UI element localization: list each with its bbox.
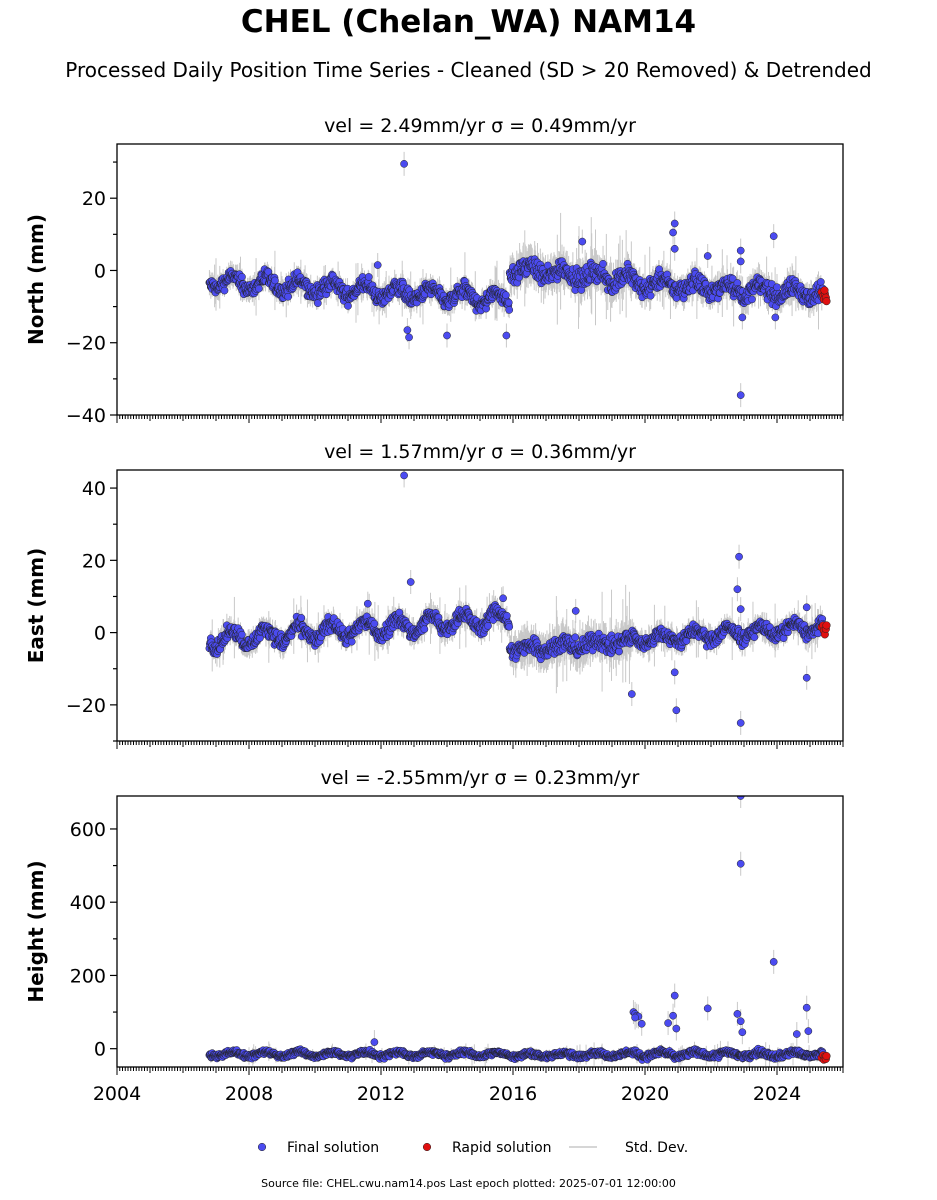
final-point <box>769 232 778 240</box>
final-point <box>297 614 306 622</box>
final-point <box>220 286 229 295</box>
final-point <box>736 246 745 255</box>
stddev-bars <box>208 470 824 735</box>
final-point <box>773 283 781 292</box>
rapid-point <box>822 297 831 306</box>
final-point <box>373 261 382 269</box>
final-point <box>599 259 607 268</box>
y-axis-label: North (mm) <box>24 214 48 345</box>
final-point <box>238 272 246 281</box>
final-point <box>370 619 379 628</box>
final-point <box>736 257 745 266</box>
final-point <box>748 295 756 304</box>
final-point <box>646 291 655 300</box>
final-point <box>255 284 263 293</box>
y-tick-label: 0 <box>94 260 106 282</box>
final-point <box>420 625 429 633</box>
final-point <box>405 333 413 342</box>
final-point <box>503 611 511 620</box>
panel-title: vel = 2.49mm/yr σ = 0.49mm/yr <box>324 115 636 137</box>
rapid-points <box>817 286 831 306</box>
final-point <box>703 252 712 260</box>
final-point <box>284 292 292 301</box>
final-point <box>738 313 747 322</box>
final-point <box>505 306 514 314</box>
final-point <box>443 331 451 340</box>
final-point <box>347 637 356 646</box>
final-point <box>364 273 373 281</box>
north-panel: −40 −20 0 20 vel = 2.49mm/yr σ = 0.49mm/yr No… <box>24 115 844 427</box>
rapid-point <box>820 286 829 295</box>
final-point <box>264 267 273 276</box>
final-point <box>771 313 780 322</box>
final-point <box>670 244 679 253</box>
final-point <box>505 622 514 631</box>
final-point <box>816 278 825 286</box>
page-title: CHEL (Chelan_WA) NAM14 <box>240 4 697 40</box>
final-point <box>502 291 510 299</box>
final-point <box>736 391 745 399</box>
final-point <box>669 228 677 237</box>
final-point <box>400 160 408 168</box>
final-point <box>578 237 587 246</box>
final-point <box>670 219 679 228</box>
final-point <box>504 298 513 307</box>
final-point <box>484 621 492 630</box>
final-point <box>502 331 511 340</box>
final-point <box>271 276 279 285</box>
final-points <box>205 160 827 399</box>
final-point <box>344 302 352 310</box>
final-point <box>728 274 737 283</box>
final-point <box>313 299 322 308</box>
y-tick-label: −20 <box>66 333 106 355</box>
final-point <box>238 630 246 639</box>
y-tick-label: −40 <box>66 405 106 427</box>
page-subtitle: Processed Daily Position Time Series - C… <box>65 58 872 82</box>
y-tick-label: 20 <box>82 188 106 210</box>
final-points <box>205 471 827 727</box>
final-point <box>403 326 412 334</box>
